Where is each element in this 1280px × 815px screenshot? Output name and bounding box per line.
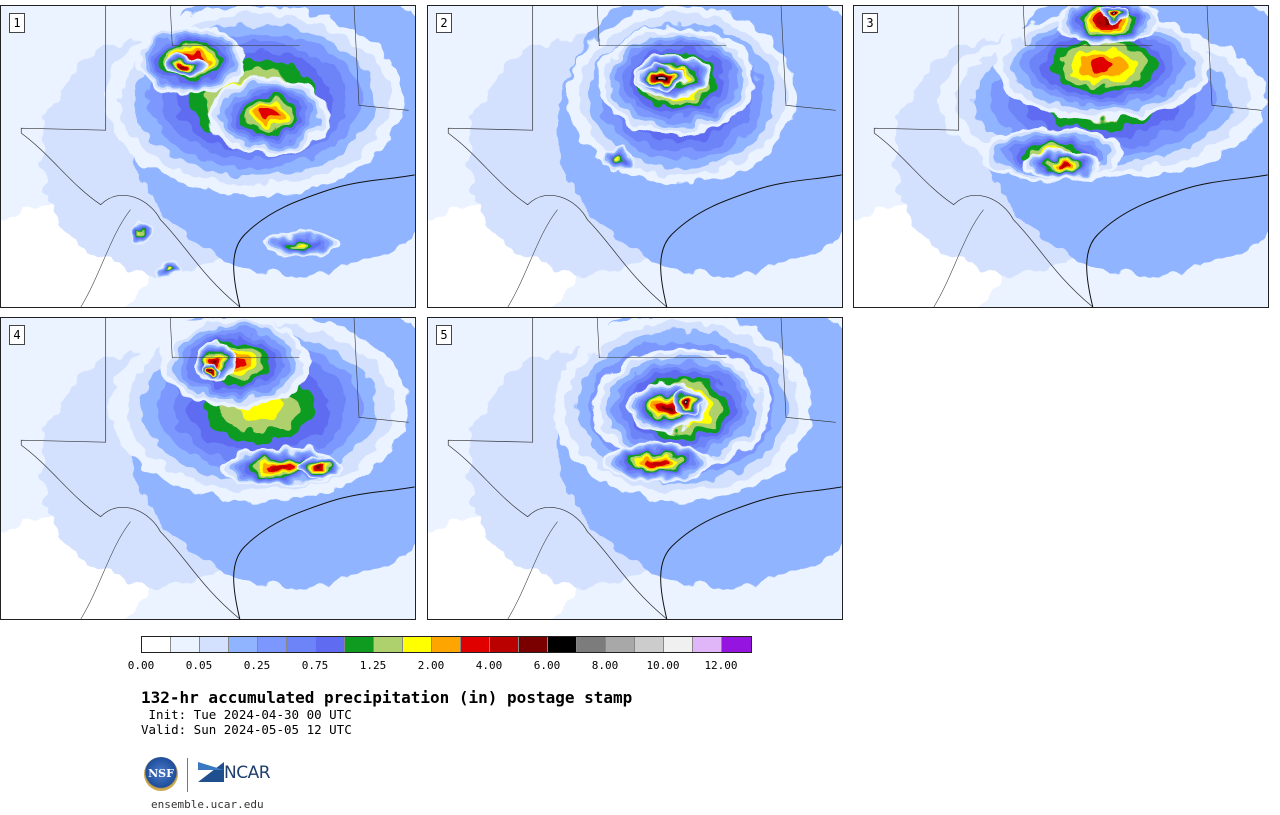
colorbar-swatch <box>606 637 635 652</box>
colorbar-swatch <box>693 637 722 652</box>
colorbar-tick-label: 1.25 <box>359 659 387 672</box>
colorbar-swatch <box>722 637 751 652</box>
ensemble-member-1-map[interactable]: 1 <box>0 5 416 308</box>
colorbar-swatch <box>403 637 432 652</box>
precipitation-map-svg <box>1 318 415 619</box>
precipitation-map-svg <box>854 6 1268 307</box>
colorbar-swatch <box>519 637 548 652</box>
colorbar-swatch <box>200 637 229 652</box>
colorbar-swatch <box>461 637 490 652</box>
colorbar-tick-label: 12.00 <box>704 659 738 672</box>
ncar-logo-icon: NCAR <box>198 762 278 784</box>
colorbar-tick-label: 0.25 <box>243 659 271 672</box>
colorbar-tick-label: 8.00 <box>591 659 619 672</box>
colorbar-swatch <box>229 637 258 652</box>
ensemble-member-3-map[interactable]: 3 <box>853 5 1269 308</box>
colorbar-swatch <box>548 637 577 652</box>
colorbar-swatch <box>316 637 345 652</box>
colorbar-swatch <box>287 637 316 652</box>
ncar-logo-text: NCAR <box>224 763 271 783</box>
member-number-label: 4 <box>9 325 25 345</box>
member-number-label: 5 <box>436 325 452 345</box>
ensemble-member-2-map[interactable]: 2 <box>427 5 843 308</box>
member-number-label: 2 <box>436 13 452 33</box>
ensemble-member-4-map[interactable]: 4 <box>0 317 416 620</box>
colorbar-tick-label: 10.00 <box>646 659 680 672</box>
valid-time: Valid: Sun 2024-05-05 12 UTC <box>141 722 352 737</box>
precipitation-colorbar <box>141 636 752 653</box>
colorbar-tick-label: 0.75 <box>301 659 329 672</box>
site-url[interactable]: ensemble.ucar.edu <box>151 798 264 811</box>
init-time: Init: Tue 2024-04-30 00 UTC <box>141 707 352 722</box>
colorbar-swatch <box>345 637 374 652</box>
member-number-label: 3 <box>862 13 878 33</box>
colorbar-swatch <box>374 637 403 652</box>
colorbar-swatch <box>432 637 461 652</box>
colorbar-swatch <box>635 637 664 652</box>
colorbar-swatch <box>664 637 693 652</box>
colorbar-swatch <box>577 637 606 652</box>
colorbar-tick-label: 6.00 <box>533 659 561 672</box>
colorbar-swatch <box>171 637 200 652</box>
colorbar-swatch <box>258 637 287 652</box>
colorbar-tick-label: 4.00 <box>475 659 503 672</box>
colorbar-swatch <box>490 637 519 652</box>
precipitation-map-svg <box>428 318 842 619</box>
nsf-logo-icon: NSF <box>144 757 178 791</box>
colorbar-swatch <box>142 637 171 652</box>
precipitation-map-svg <box>428 6 842 307</box>
member-number-label: 1 <box>9 13 25 33</box>
colorbar-tick-label: 2.00 <box>417 659 445 672</box>
ensemble-member-5-map[interactable]: 5 <box>427 317 843 620</box>
ncar-mark-accent-icon <box>198 762 224 770</box>
colorbar-tick-labels: 0.00 0.05 0.25 0.75 1.25 2.00 4.00 6.00 8.00 10.0… <box>128 659 761 673</box>
logo-block: NSF NCAR <box>144 756 284 794</box>
precipitation-map-svg <box>1 6 415 307</box>
plot-title: 132-hr accumulated precipitation (in) po… <box>141 688 633 707</box>
logo-divider <box>187 758 188 792</box>
colorbar-tick-label: 0.00 <box>127 659 155 672</box>
colorbar-tick-label: 0.05 <box>185 659 213 672</box>
